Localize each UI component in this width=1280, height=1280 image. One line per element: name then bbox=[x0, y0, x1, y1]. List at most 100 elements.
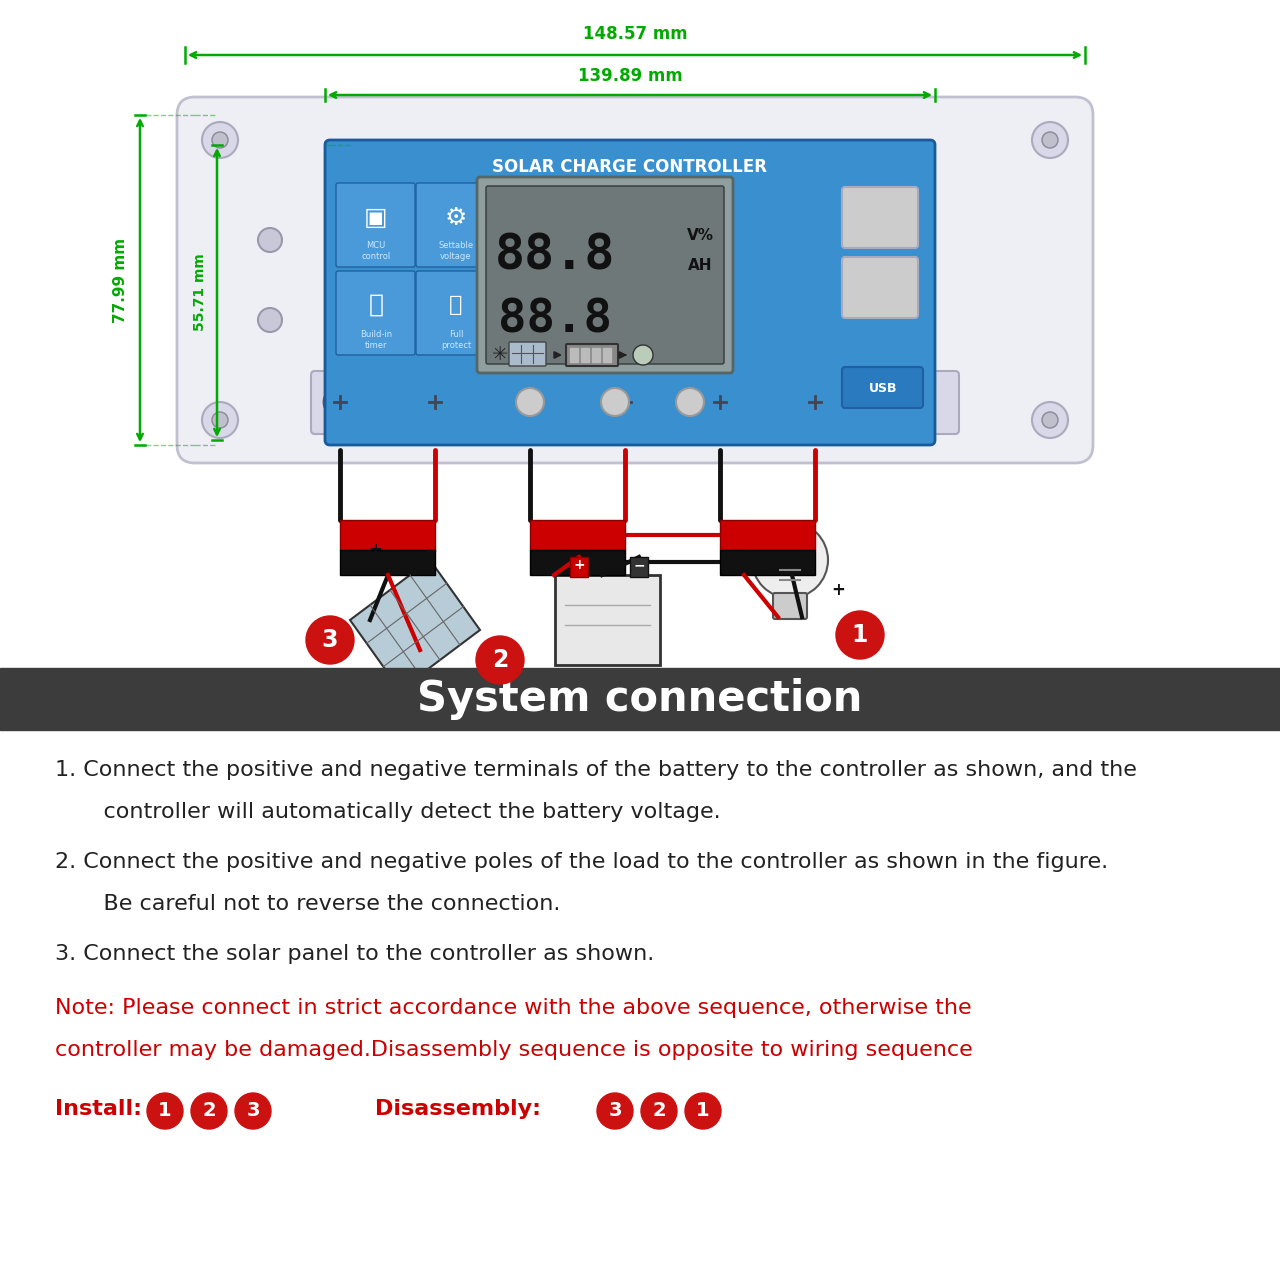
Text: −: − bbox=[424, 541, 436, 559]
Text: USB: USB bbox=[869, 381, 897, 394]
Text: Note: Please connect in strict accordance with the above sequence, otherwise the: Note: Please connect in strict accordanc… bbox=[55, 998, 972, 1018]
Circle shape bbox=[1032, 122, 1068, 157]
FancyBboxPatch shape bbox=[773, 593, 806, 620]
Text: 2: 2 bbox=[492, 648, 508, 672]
FancyBboxPatch shape bbox=[177, 97, 1093, 463]
Bar bbox=[591, 348, 600, 362]
Text: ⏱: ⏱ bbox=[369, 293, 384, 317]
FancyBboxPatch shape bbox=[416, 271, 495, 355]
Circle shape bbox=[212, 412, 228, 428]
Circle shape bbox=[676, 388, 704, 416]
Circle shape bbox=[753, 522, 828, 598]
Circle shape bbox=[259, 228, 282, 252]
Text: MCU
control: MCU control bbox=[361, 242, 390, 261]
Text: 88.8: 88.8 bbox=[495, 230, 616, 279]
FancyBboxPatch shape bbox=[311, 371, 959, 434]
Bar bbox=[630, 557, 648, 577]
Circle shape bbox=[202, 122, 238, 157]
Text: +: + bbox=[831, 581, 845, 599]
Text: 3: 3 bbox=[608, 1102, 622, 1120]
Circle shape bbox=[259, 308, 282, 332]
FancyBboxPatch shape bbox=[509, 342, 547, 366]
Circle shape bbox=[685, 1093, 721, 1129]
Bar bbox=[0, 668, 1280, 730]
FancyBboxPatch shape bbox=[842, 367, 923, 408]
Text: 3: 3 bbox=[321, 628, 338, 652]
Text: controller will automatically detect the battery voltage.: controller will automatically detect the… bbox=[76, 803, 721, 822]
Circle shape bbox=[236, 1093, 271, 1129]
Circle shape bbox=[191, 1093, 227, 1129]
Text: AH: AH bbox=[687, 257, 712, 273]
Circle shape bbox=[704, 387, 736, 419]
Circle shape bbox=[419, 387, 451, 419]
Circle shape bbox=[306, 616, 355, 664]
FancyBboxPatch shape bbox=[335, 271, 415, 355]
Circle shape bbox=[641, 1093, 677, 1129]
Text: Install:: Install: bbox=[55, 1100, 142, 1119]
Text: System connection: System connection bbox=[417, 678, 863, 719]
Text: 77.99 mm: 77.99 mm bbox=[113, 237, 128, 323]
FancyBboxPatch shape bbox=[325, 140, 934, 445]
Text: Full
protect: Full protect bbox=[440, 330, 471, 349]
Bar bbox=[340, 550, 435, 575]
Text: controller may be damaged.Disassembly sequence is opposite to wiring sequence: controller may be damaged.Disassembly se… bbox=[55, 1039, 973, 1060]
Bar bbox=[530, 550, 625, 575]
FancyBboxPatch shape bbox=[566, 344, 618, 366]
Circle shape bbox=[515, 387, 547, 419]
FancyBboxPatch shape bbox=[335, 183, 415, 268]
Text: 2. Connect the positive and negative poles of the load to the controller as show: 2. Connect the positive and negative pol… bbox=[55, 852, 1108, 872]
Text: −: − bbox=[634, 558, 645, 572]
Text: ✳: ✳ bbox=[492, 346, 508, 365]
Circle shape bbox=[1032, 402, 1068, 438]
Circle shape bbox=[596, 1093, 634, 1129]
Text: 🔒: 🔒 bbox=[449, 294, 462, 315]
Text: +: + bbox=[369, 541, 381, 559]
Text: 1: 1 bbox=[696, 1102, 710, 1120]
Circle shape bbox=[324, 387, 356, 419]
Text: 1: 1 bbox=[851, 623, 868, 646]
Text: Be careful not to reverse the connection.: Be careful not to reverse the connection… bbox=[76, 893, 561, 914]
Text: V%: V% bbox=[686, 228, 713, 242]
Text: 139.89 mm: 139.89 mm bbox=[577, 67, 682, 84]
Circle shape bbox=[212, 132, 228, 148]
Text: SOLAR CHARGE CONTROLLER: SOLAR CHARGE CONTROLLER bbox=[493, 157, 768, 175]
Bar bbox=[570, 348, 579, 362]
Text: Disassembly:: Disassembly: bbox=[375, 1100, 541, 1119]
Text: 55.71 mm: 55.71 mm bbox=[193, 253, 207, 330]
Bar bbox=[530, 520, 625, 550]
Text: 3: 3 bbox=[246, 1102, 260, 1120]
Text: Settable
voltage: Settable voltage bbox=[439, 242, 474, 261]
Circle shape bbox=[516, 388, 544, 416]
Circle shape bbox=[602, 388, 628, 416]
FancyBboxPatch shape bbox=[477, 177, 733, 372]
Text: 148.57 mm: 148.57 mm bbox=[582, 26, 687, 44]
Circle shape bbox=[609, 387, 641, 419]
FancyBboxPatch shape bbox=[416, 183, 495, 268]
Circle shape bbox=[147, 1093, 183, 1129]
FancyBboxPatch shape bbox=[842, 257, 918, 317]
Bar bbox=[719, 520, 815, 550]
Text: 1. Connect the positive and negative terminals of the battery to the controller : 1. Connect the positive and negative ter… bbox=[55, 760, 1137, 780]
Text: 2: 2 bbox=[202, 1102, 216, 1120]
Bar bbox=[340, 520, 435, 550]
Circle shape bbox=[634, 346, 653, 365]
Bar bbox=[719, 550, 815, 575]
Text: ⚙: ⚙ bbox=[445, 206, 467, 230]
FancyBboxPatch shape bbox=[842, 187, 918, 248]
Text: 2: 2 bbox=[653, 1102, 666, 1120]
FancyBboxPatch shape bbox=[486, 186, 724, 364]
Text: 3. Connect the solar panel to the controller as shown.: 3. Connect the solar panel to the contro… bbox=[55, 945, 654, 964]
Bar bbox=[581, 348, 589, 362]
Bar bbox=[556, 575, 660, 666]
Circle shape bbox=[476, 636, 524, 684]
Circle shape bbox=[202, 402, 238, 438]
Circle shape bbox=[1042, 412, 1059, 428]
Circle shape bbox=[836, 611, 884, 659]
Bar bbox=[603, 348, 611, 362]
Circle shape bbox=[1042, 132, 1059, 148]
Text: 1: 1 bbox=[159, 1102, 172, 1120]
Bar bbox=[570, 557, 588, 577]
Text: ▣: ▣ bbox=[365, 206, 388, 230]
Polygon shape bbox=[349, 561, 480, 690]
Text: +: + bbox=[573, 558, 585, 572]
